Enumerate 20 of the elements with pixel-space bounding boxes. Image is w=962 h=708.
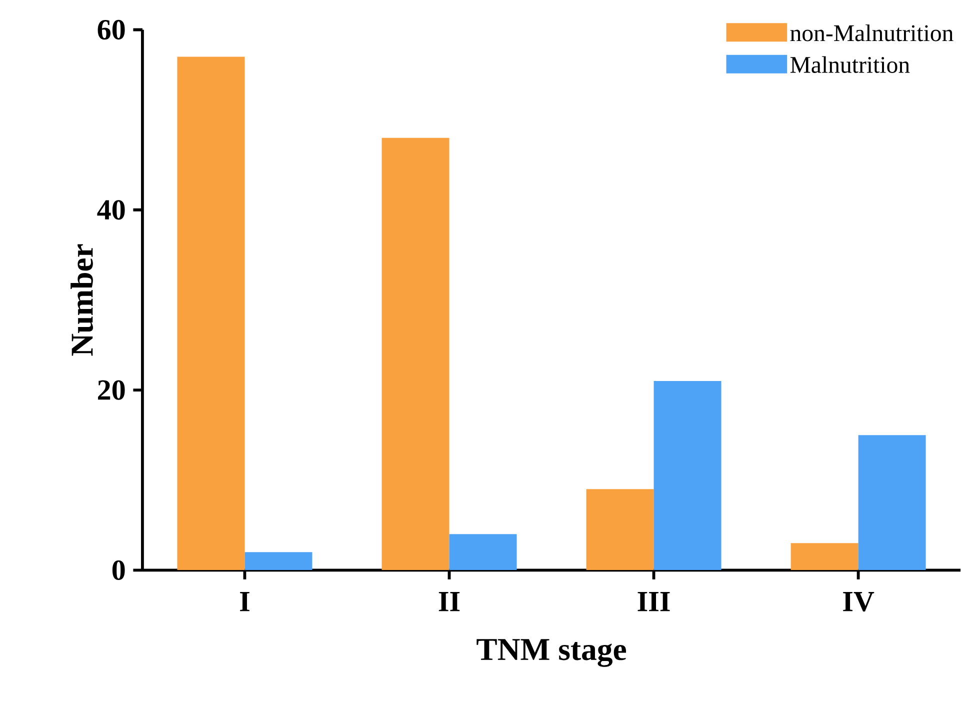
- y-tick-label: 20: [98, 380, 125, 400]
- bar: [790, 543, 858, 570]
- x-tick-label: III: [638, 592, 670, 612]
- bar: [244, 552, 312, 570]
- y-tick-label: 60: [98, 20, 125, 40]
- bar: [449, 534, 517, 570]
- bar: [858, 435, 926, 570]
- y-axis-title: Number: [70, 244, 94, 356]
- bar: [382, 138, 450, 570]
- legend-label: non-Malnutrition: [790, 24, 954, 42]
- x-tick-label: II: [438, 592, 460, 612]
- bar: [177, 56, 245, 570]
- legend-label: Malnutrition: [790, 56, 910, 73]
- bar: [654, 381, 722, 570]
- x-axis-title: TNM stage: [476, 639, 626, 667]
- bar: [586, 489, 654, 570]
- y-tick-label: 40: [97, 200, 125, 220]
- x-tick-label: I: [240, 592, 250, 612]
- x-tick-label: IV: [843, 592, 874, 612]
- y-tick-label: 0: [112, 560, 125, 580]
